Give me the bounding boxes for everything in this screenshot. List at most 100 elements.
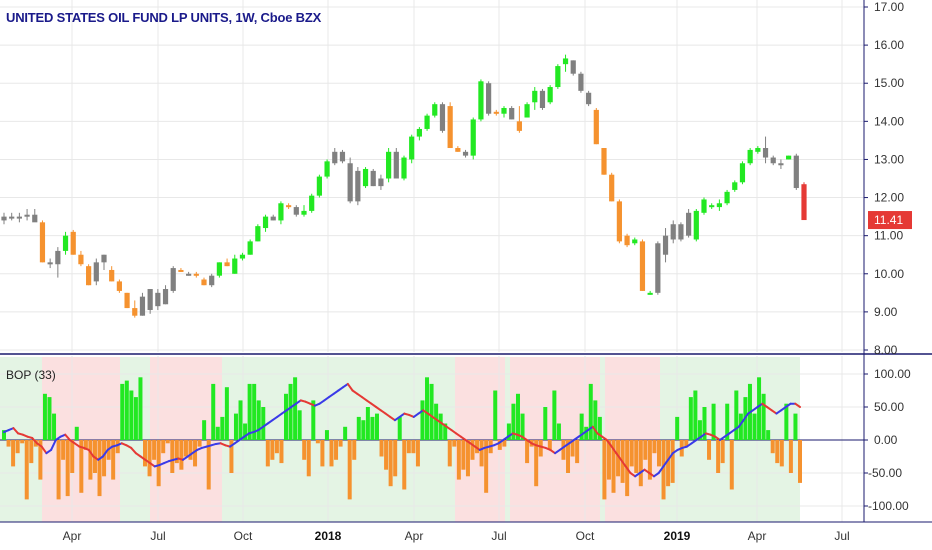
candle-body	[16, 216, 22, 219]
bop-bar	[561, 440, 566, 460]
price-tick-label: 10.00	[874, 267, 904, 281]
time-tick-label: Jul	[150, 529, 165, 543]
candle-body	[247, 241, 253, 255]
bop-bar	[174, 440, 179, 464]
candle-body	[670, 224, 676, 240]
bop-line-segment	[31, 437, 38, 445]
bop-bar	[179, 440, 184, 470]
candle-body	[278, 203, 284, 221]
candle-body	[509, 107, 515, 120]
bop-bar	[570, 440, 575, 457]
bop-bar	[79, 440, 84, 493]
candle-body	[586, 92, 592, 105]
bop-bar	[688, 397, 693, 440]
bop-bar	[443, 423, 448, 440]
candle-body	[201, 279, 207, 286]
bop-bar	[83, 440, 88, 450]
candle-body	[401, 157, 407, 179]
bop-bar	[725, 403, 730, 440]
bop-bar	[24, 440, 29, 500]
bop-bar	[411, 440, 416, 454]
bop-bar	[133, 397, 138, 440]
bop-bar	[343, 426, 348, 440]
bop-bar	[606, 440, 611, 480]
candle-body	[86, 266, 92, 286]
bop-line-segment	[87, 448, 95, 458]
candle-body	[301, 210, 307, 215]
bop-bar	[15, 440, 20, 454]
candle-body	[132, 308, 138, 316]
candle-body	[116, 281, 122, 291]
bop-bar	[629, 440, 634, 467]
time-tick-label: Apr	[63, 529, 82, 543]
candle-body	[316, 176, 322, 196]
candle-body	[801, 184, 807, 221]
bop-bar	[247, 383, 252, 440]
bop-line-segment	[615, 452, 623, 461]
bop-bar	[265, 440, 270, 467]
bop-bar	[479, 440, 484, 467]
bop-bar	[74, 426, 79, 440]
bop-bar	[425, 377, 430, 440]
bop-bar	[670, 440, 675, 483]
bop-bar	[211, 383, 216, 440]
bop-bar	[315, 440, 320, 444]
bop-bar	[238, 400, 243, 440]
bop-bar	[766, 430, 771, 440]
candle-body	[32, 214, 38, 223]
bop-tick-label: 0.00	[874, 433, 898, 447]
bop-bar	[143, 440, 148, 467]
candle-body	[324, 161, 330, 177]
candle-body	[701, 199, 707, 213]
price-tick-label: 15.00	[874, 76, 904, 90]
candle-body	[178, 269, 184, 272]
bop-bar	[656, 440, 661, 467]
bop-bar	[138, 377, 143, 440]
bop-line-segment	[101, 448, 109, 458]
candle-body	[24, 214, 30, 217]
bop-bar	[170, 440, 175, 473]
time-tick-label: 2018	[315, 529, 342, 543]
candle-body	[724, 191, 730, 204]
bop-bar	[775, 440, 780, 464]
candle-body	[339, 151, 346, 162]
candle-body	[609, 174, 615, 202]
bop-bar	[6, 440, 11, 447]
bop-bar	[297, 410, 302, 440]
bop-bar	[52, 413, 57, 440]
candle-body	[162, 289, 169, 305]
bop-bar	[675, 416, 680, 440]
bop-bar	[538, 440, 543, 457]
time-tick-label: Oct	[576, 529, 595, 543]
candle-body	[70, 231, 76, 255]
bop-bar	[193, 440, 198, 467]
bop-bar	[215, 426, 220, 440]
bop-bar	[361, 420, 366, 440]
bop-bar	[202, 420, 207, 440]
bop-bar	[334, 440, 339, 460]
candle-body	[493, 111, 499, 114]
bop-line-segment	[40, 445, 48, 455]
candle-body	[470, 119, 476, 156]
time-tick-label: 2019	[664, 529, 691, 543]
candle-body	[616, 201, 622, 242]
time-tick-label: Oct	[234, 529, 253, 543]
bop-bar	[515, 393, 520, 440]
candle-body	[101, 254, 107, 263]
bop-bar	[188, 440, 193, 460]
candle-body	[486, 83, 492, 114]
candle-body	[370, 170, 376, 187]
bop-bar	[347, 440, 352, 500]
bop-bar	[761, 393, 766, 440]
bop-bar	[788, 440, 793, 473]
bop-bar	[224, 387, 229, 440]
price-tick-label: 14.00	[874, 114, 904, 128]
bop-bar	[720, 440, 725, 464]
bop-bar	[579, 413, 584, 440]
bop-bar	[643, 440, 648, 460]
candle-body	[409, 136, 415, 160]
bop-bar	[393, 440, 398, 477]
price-tick-label: 16.00	[874, 38, 904, 52]
bop-bar	[738, 413, 743, 440]
